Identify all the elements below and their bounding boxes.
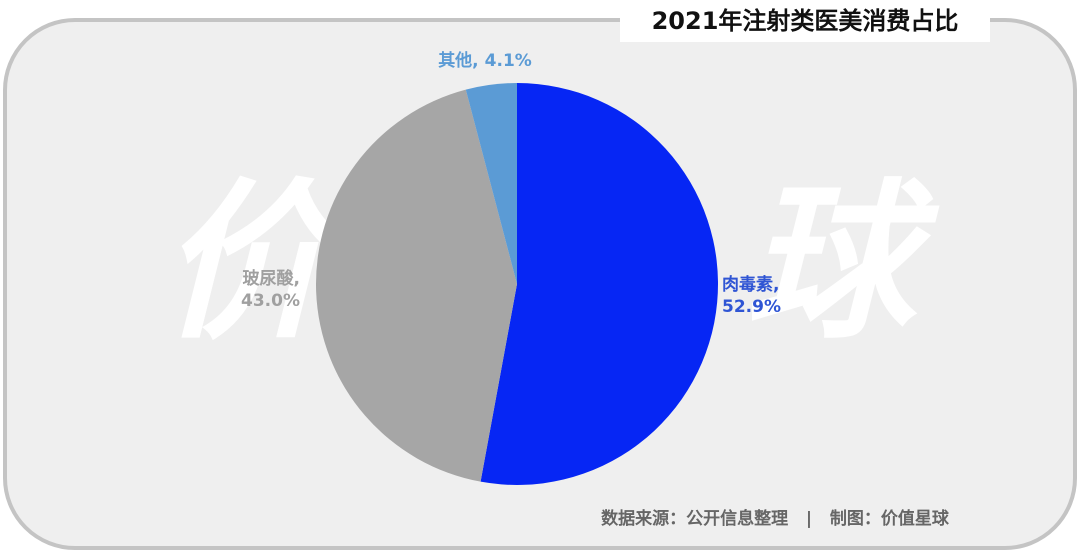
pie-slice (480, 83, 719, 485)
category-label: 肉毒素, (722, 274, 779, 295)
pie: 肉毒素, 52.9% 玻尿酸, 43.0% 其他, 4.1% (241, 50, 781, 485)
value-label: 52.9% (722, 297, 781, 317)
chart-title: 2021年注射类医美消费占比 (652, 7, 959, 35)
pie-slice (316, 89, 517, 482)
category-label: 其他, (438, 50, 478, 71)
data-label: 其他, 4.1% (438, 50, 532, 71)
pie-slice (465, 83, 517, 284)
data-label: 玻尿酸, 43.0% (241, 268, 300, 311)
category-label: 玻尿酸, (243, 268, 300, 289)
title-box (620, 0, 990, 42)
source-note: 数据来源：公开信息整理 | 制图：价值星球 (601, 508, 950, 529)
value-label: 4.1% (485, 51, 532, 71)
value-label: 43.0% (241, 291, 300, 311)
data-label: 肉毒素, 52.9% (722, 274, 781, 317)
watermark: 球 (745, 164, 940, 362)
